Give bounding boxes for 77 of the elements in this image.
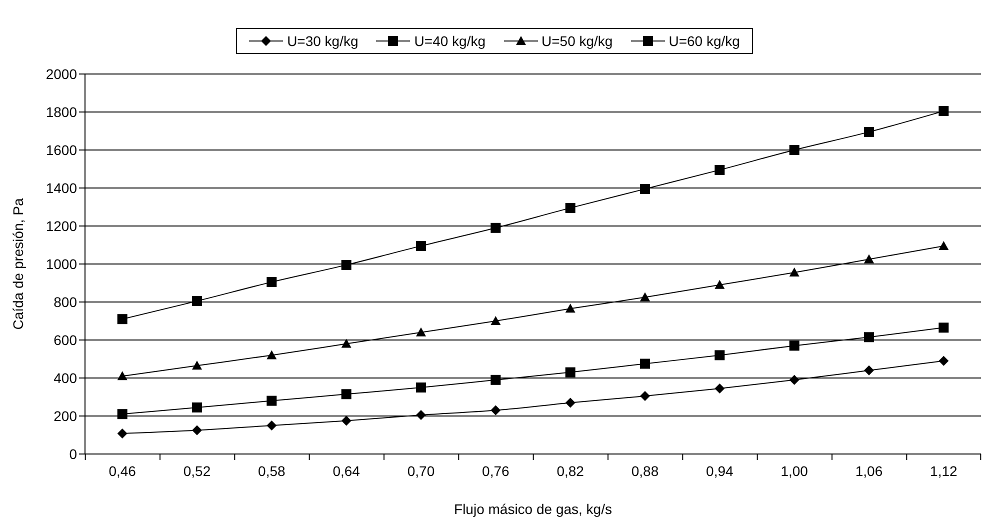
point <box>640 292 650 302</box>
x-tick-label: 0,76 <box>482 463 510 479</box>
point <box>789 340 800 351</box>
point <box>341 389 352 400</box>
point <box>565 202 576 213</box>
point <box>938 322 949 333</box>
point <box>938 240 949 250</box>
point <box>416 410 426 420</box>
point <box>864 332 874 342</box>
y-tick-label: 0 <box>69 446 78 462</box>
point <box>938 356 949 366</box>
point <box>565 367 576 378</box>
point <box>192 402 202 412</box>
x-tick-label: 1,12 <box>930 463 958 479</box>
point <box>490 222 501 233</box>
y-tick-label: 800 <box>54 294 78 310</box>
y-tick-label: 1200 <box>46 218 78 234</box>
y-tick-label: 400 <box>54 370 78 386</box>
point <box>192 425 202 436</box>
x-tick-label: 0,64 <box>332 463 360 479</box>
point <box>938 106 949 116</box>
point <box>640 391 650 402</box>
y-tick-label: 600 <box>54 332 78 348</box>
y-tick-label: 1400 <box>46 180 78 196</box>
point <box>416 240 426 251</box>
legend-label: U=60 kg/kg <box>668 33 740 49</box>
point <box>192 296 202 306</box>
x-tick-label: 0,88 <box>631 463 659 479</box>
point <box>490 374 501 385</box>
point <box>864 254 874 264</box>
point <box>714 383 725 394</box>
point <box>714 350 725 360</box>
x-tick-label: 0,52 <box>183 463 211 479</box>
x-tick-label: 0,82 <box>556 463 584 479</box>
x-tick-label: 0,70 <box>407 463 435 479</box>
x-tick-label: 1,06 <box>855 463 883 479</box>
legend-label: U=30 kg/kg <box>287 33 358 49</box>
point <box>789 145 800 155</box>
legend-label: U=50 kg/kg <box>542 33 613 49</box>
point <box>117 371 128 380</box>
point <box>117 428 128 438</box>
point <box>341 338 352 348</box>
y-tick-label: 1000 <box>46 256 78 272</box>
point <box>565 398 576 408</box>
point <box>789 374 800 385</box>
point <box>490 316 501 325</box>
point <box>714 280 725 289</box>
point <box>266 350 277 360</box>
point <box>266 396 277 406</box>
point <box>640 358 650 369</box>
point <box>117 314 128 324</box>
x-axis-title: Flujo másico de gas, kg/s <box>454 501 612 517</box>
point <box>266 277 277 288</box>
point <box>640 184 650 194</box>
point <box>341 416 352 426</box>
y-tick-label: 200 <box>54 408 78 424</box>
point <box>416 327 426 336</box>
y-tick-label: 1800 <box>46 104 78 120</box>
point <box>789 268 800 277</box>
point <box>714 164 725 175</box>
y-tick-label: 1600 <box>46 142 78 158</box>
legend-label: U=40 kg/kg <box>414 33 486 49</box>
point <box>490 405 501 416</box>
x-tick-label: 1,00 <box>780 463 808 479</box>
point <box>565 304 576 313</box>
y-axis-title: Caída de presión, Pa <box>10 198 26 330</box>
point <box>416 382 426 392</box>
point <box>864 126 874 137</box>
x-tick-label: 0,46 <box>108 463 136 479</box>
point <box>117 409 128 420</box>
point <box>192 360 202 370</box>
y-tick-label: 2000 <box>46 66 78 82</box>
x-tick-label: 0,94 <box>706 463 734 479</box>
point <box>266 420 277 430</box>
x-tick-label: 0,58 <box>258 463 286 479</box>
point <box>341 260 352 270</box>
point <box>864 365 874 376</box>
